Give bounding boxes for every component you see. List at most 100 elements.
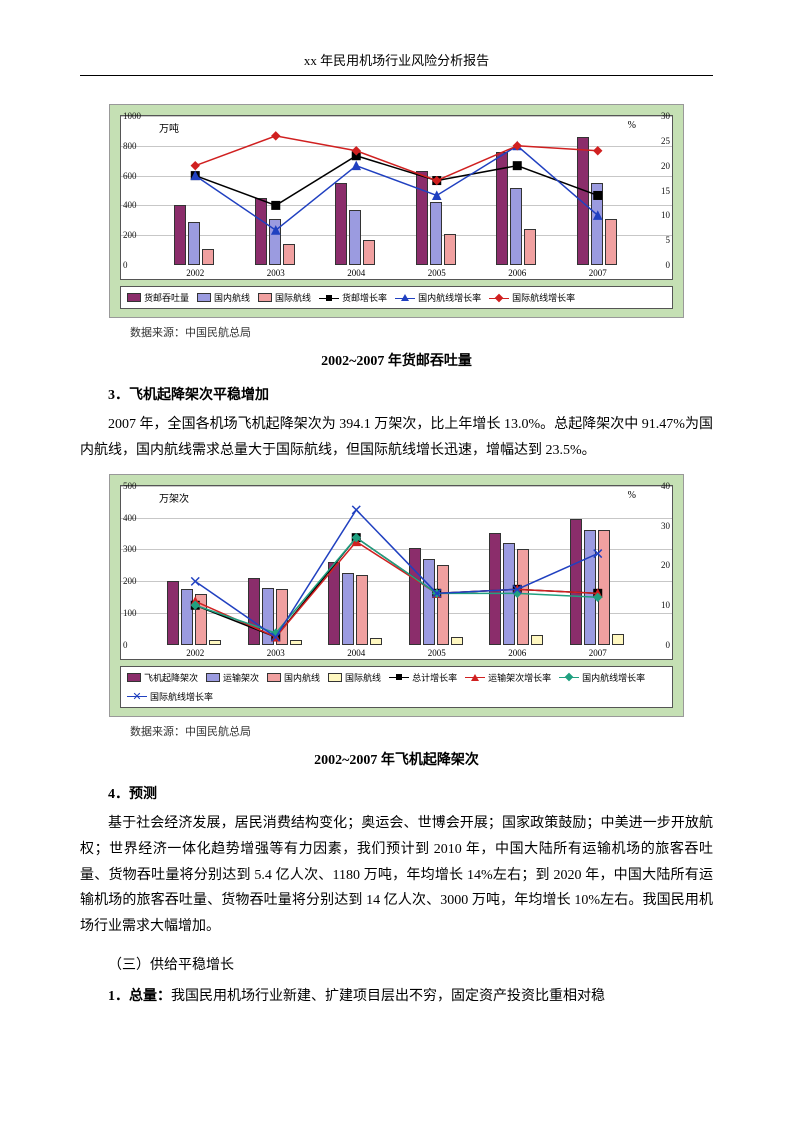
legend-swatch xyxy=(258,293,272,302)
y-right-tick: 15 xyxy=(644,186,670,196)
legend-label: 货邮增长率 xyxy=(342,291,387,304)
x-tick-label: 2005 xyxy=(407,268,467,278)
y-left-tick: 800 xyxy=(123,141,149,151)
legend-item: 国内航线增长率 xyxy=(559,671,645,684)
chart2-title: 2002~2007 年飞机起降架次 xyxy=(80,749,713,769)
legend-label: 国内航线 xyxy=(284,671,320,684)
section3-body: 2007 年，全国各机场飞机起降架次为 394.1 万架次，比上年增长 13.0… xyxy=(80,412,713,464)
legend-line-swatch xyxy=(389,672,409,682)
y-right-tick: 20 xyxy=(644,161,670,171)
legend-line-swatch xyxy=(395,293,415,303)
legend-swatch xyxy=(328,673,342,682)
y-left-tick: 0 xyxy=(123,640,149,650)
legend-label: 运输架次增长率 xyxy=(488,671,551,684)
chart2-legend: 飞机起降架次 运输架次 国内航线 国际航线 总计增长率 运输架次增长率 国内航线增长率 ✕国际… xyxy=(120,666,673,708)
legend-line-swatch xyxy=(559,672,579,682)
legend-item: 国内航线 xyxy=(197,291,250,304)
y-right-tick: 40 xyxy=(644,481,670,491)
x-tick-label: 2002 xyxy=(165,648,225,658)
y-right-tick: 30 xyxy=(644,521,670,531)
legend-label: 总计增长率 xyxy=(412,671,457,684)
y-left-tick: 600 xyxy=(123,171,149,181)
chart1-legend: 货邮吞吐量 国内航线 国际航线 货邮增长率 国内航线增长率 国际航线增长率 xyxy=(120,286,673,309)
legend-swatch xyxy=(127,293,141,302)
x-tick-label: 2004 xyxy=(326,648,386,658)
y-left-tick: 200 xyxy=(123,230,149,240)
y-right-tick: 5 xyxy=(644,235,670,245)
y-left-tick: 0 xyxy=(123,260,149,270)
y-right-tick: 30 xyxy=(644,111,670,121)
page-header: xx 年民用机场行业风险分析报告 xyxy=(80,50,713,76)
chart2-source: 数据来源：中国民航总局 xyxy=(130,723,713,739)
legend-item: 总计增长率 xyxy=(389,671,457,684)
x-tick-label: 2003 xyxy=(246,648,306,658)
legend-item: 货邮增长率 xyxy=(319,291,387,304)
legend-label: 国内航线增长率 xyxy=(582,671,645,684)
legend-label: 运输架次 xyxy=(223,671,259,684)
legend-item: 运输架次 xyxy=(206,671,259,684)
legend-line-swatch xyxy=(319,293,339,303)
takeoff-chart-frame: 万架次 % 0100200300400500010203040200220032… xyxy=(109,474,684,717)
y-right-tick: 0 xyxy=(644,640,670,650)
section4-heading: 4．预测 xyxy=(80,783,713,803)
legend-item: 国际航线增长率 xyxy=(489,291,575,304)
legend-item: 国内航线 xyxy=(267,671,320,684)
legend-item: 国际航线 xyxy=(258,291,311,304)
section3-heading: 3．飞机起降架次平稳增加 xyxy=(80,384,713,404)
y-right-tick: 25 xyxy=(644,136,670,146)
x-tick-label: 2002 xyxy=(165,268,225,278)
legend-line-swatch xyxy=(489,293,509,303)
legend-label: 货邮吞吐量 xyxy=(144,291,189,304)
y-right-tick: 10 xyxy=(644,210,670,220)
y-right-tick: 10 xyxy=(644,600,670,610)
legend-swatch xyxy=(127,673,141,682)
lines-overlay xyxy=(155,116,638,265)
legend-item: 飞机起降架次 xyxy=(127,671,198,684)
legend-line-swatch: ✕ xyxy=(127,691,147,701)
legend-label: 国内航线 xyxy=(214,291,250,304)
supply-item1: 1．总量：我国民用机场行业新建、扩建项目层出不穷，固定资产投资比重相对稳 xyxy=(80,984,713,1010)
legend-label: 国际航线增长率 xyxy=(512,291,575,304)
legend-swatch xyxy=(206,673,220,682)
x-tick-label: 2006 xyxy=(487,648,547,658)
y-left-tick: 400 xyxy=(123,200,149,210)
y-left-tick: 400 xyxy=(123,513,149,523)
x-tick-label: 2005 xyxy=(407,648,467,658)
chart1-source: 数据来源：中国民航总局 xyxy=(130,324,713,340)
legend-item: 国内航线增长率 xyxy=(395,291,481,304)
y-right-tick: 0 xyxy=(644,260,670,270)
legend-swatch xyxy=(197,293,211,302)
cargo-chart-plot: 万吨 % 02004006008001000051015202530200220… xyxy=(120,115,673,280)
x-tick-label: 2004 xyxy=(326,268,386,278)
y-left-tick: 200 xyxy=(123,576,149,586)
legend-item: 国际航线 xyxy=(328,671,381,684)
x-tick-label: 2006 xyxy=(487,268,547,278)
x-tick-label: 2003 xyxy=(246,268,306,278)
takeoff-chart-plot: 万架次 % 0100200300400500010203040200220032… xyxy=(120,485,673,660)
lines-overlay xyxy=(155,486,638,645)
cargo-chart-frame: 万吨 % 02004006008001000051015202530200220… xyxy=(109,104,684,318)
y-left-tick: 100 xyxy=(123,608,149,618)
x-tick-label: 2007 xyxy=(568,648,628,658)
y-right-tick: 20 xyxy=(644,560,670,570)
legend-label: 国际航线 xyxy=(345,671,381,684)
legend-label: 国内航线增长率 xyxy=(418,291,481,304)
x-tick-label: 2007 xyxy=(568,268,628,278)
legend-label: 国际航线增长率 xyxy=(150,690,213,703)
legend-line-swatch xyxy=(465,672,485,682)
header-title: xx 年民用机场行业风险分析报告 xyxy=(304,53,489,68)
legend-item: 运输架次增长率 xyxy=(465,671,551,684)
legend-label: 国际航线 xyxy=(275,291,311,304)
chart1-title: 2002~2007 年货邮吞吐量 xyxy=(80,350,713,370)
y-left-tick: 300 xyxy=(123,544,149,554)
legend-item: ✕国际航线增长率 xyxy=(127,690,213,703)
legend-swatch xyxy=(267,673,281,682)
y-left-tick: 1000 xyxy=(123,111,149,121)
supply-item1-label: 1．总量： xyxy=(108,989,171,1004)
supply-heading: （三）供给平稳增长 xyxy=(80,954,713,974)
y-left-tick: 500 xyxy=(123,481,149,491)
supply-item1-body: 我国民用机场行业新建、扩建项目层出不穷，固定资产投资比重相对稳 xyxy=(171,989,605,1004)
section4-body: 基于社会经济发展，居民消费结构变化；奥运会、世博会开展；国家政策鼓励；中美进一步… xyxy=(80,811,713,940)
legend-item: 货邮吞吐量 xyxy=(127,291,189,304)
legend-label: 飞机起降架次 xyxy=(144,671,198,684)
